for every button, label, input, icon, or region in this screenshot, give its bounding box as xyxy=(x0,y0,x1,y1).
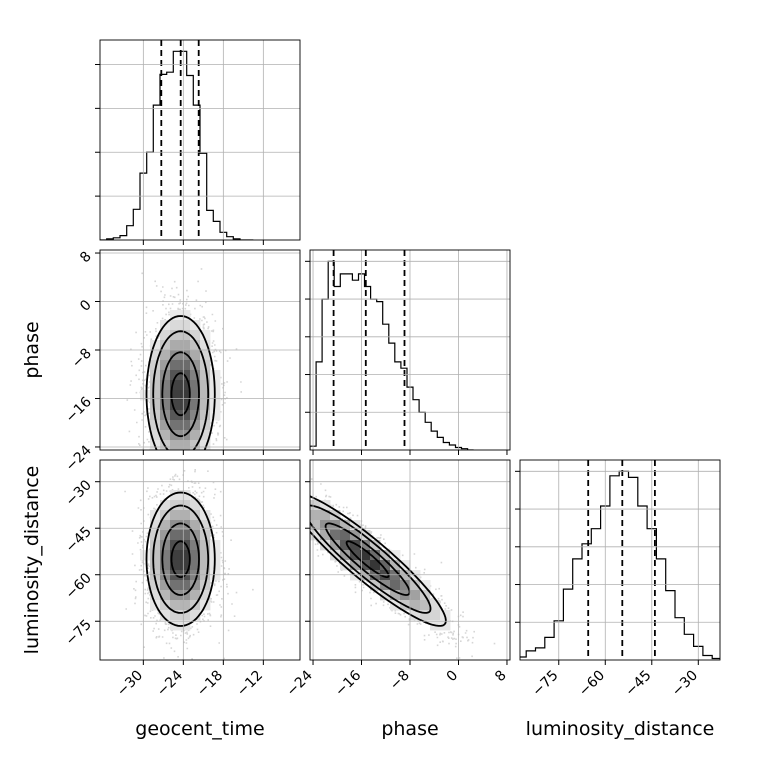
contour xyxy=(170,372,191,417)
axes-0-0 xyxy=(95,39,301,245)
hist-phase xyxy=(310,250,474,450)
panel-geocent-time-vs-phase xyxy=(126,268,242,450)
axes-frame xyxy=(309,459,511,661)
axes-frame xyxy=(309,249,511,451)
panel-geocent-time-vs-luminosity-distance xyxy=(124,469,254,660)
contour xyxy=(152,504,210,614)
xlabel-luminosity-distance: luminosity_distance xyxy=(526,718,715,740)
contour xyxy=(310,495,447,627)
sample-points xyxy=(310,478,496,659)
contour xyxy=(161,351,200,438)
hist-luminosity-distance xyxy=(520,460,720,660)
ylabel-luminosity-distance: luminosity_distance xyxy=(21,466,43,655)
contour xyxy=(324,522,411,596)
contour xyxy=(145,491,216,627)
contour xyxy=(310,504,432,614)
hist-step xyxy=(100,50,254,240)
xlabel-geocent-time: geocent_time xyxy=(135,718,264,740)
axes-1-1 xyxy=(305,249,511,455)
xlabel-phase: phase xyxy=(381,718,438,740)
contour xyxy=(161,522,200,596)
hist-geocent-time xyxy=(100,40,254,240)
axes-layer: −24−16−808−30 −24 −18 −12−75−60−45−30−24 −16… xyxy=(63,39,721,700)
axes-frame xyxy=(99,249,301,451)
axes-frame xyxy=(99,39,301,241)
axes-frame xyxy=(519,459,721,661)
contour xyxy=(170,540,191,578)
samples-layer xyxy=(124,268,496,660)
contour xyxy=(152,330,210,450)
labels-layer: geocent_time phase luminosity_distance p… xyxy=(21,321,714,740)
contour xyxy=(345,540,390,578)
histograms-layer xyxy=(100,40,720,660)
hist-step xyxy=(520,470,720,660)
panel-phase-vs-luminosity-distance xyxy=(310,478,496,659)
axes-frame xyxy=(99,459,301,661)
ylabel-phase: phase xyxy=(21,321,43,378)
axes-2-2: −75 −60 −45 −30 xyxy=(515,459,721,700)
